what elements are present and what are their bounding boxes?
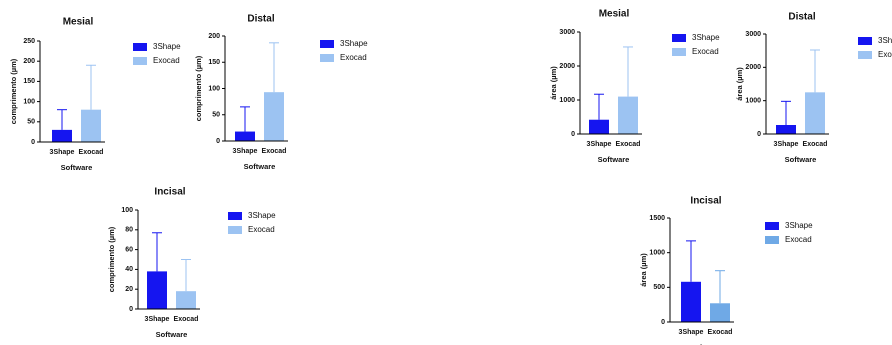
chart-title: Mesial bbox=[599, 9, 630, 20]
x-tick-label: 3Shape bbox=[679, 329, 704, 336]
legend-label: Exocad bbox=[878, 50, 892, 59]
x-tick-label: 3Shape bbox=[587, 141, 612, 148]
y-tick-label: 80 bbox=[125, 227, 133, 234]
bar bbox=[589, 119, 609, 134]
bar bbox=[147, 271, 167, 309]
y-tick-label: 250 bbox=[23, 38, 35, 45]
chart-title: Mesial bbox=[63, 17, 94, 28]
y-tick-label: 200 bbox=[208, 33, 220, 40]
legend-label: 3Shape bbox=[878, 36, 892, 45]
legend-swatch bbox=[228, 226, 242, 234]
x-tick-label: 3Shape bbox=[145, 316, 170, 323]
y-axis-label: comprimento (µm) bbox=[9, 58, 18, 124]
x-tick-label: 3Shape bbox=[50, 149, 75, 156]
y-axis-label: comprimento (µm) bbox=[107, 226, 116, 292]
legend-swatch bbox=[320, 54, 334, 62]
legend-swatch bbox=[672, 34, 686, 42]
bar bbox=[235, 131, 255, 141]
legend-swatch bbox=[858, 37, 872, 45]
legend-swatch bbox=[133, 43, 147, 51]
legend-swatch bbox=[320, 40, 334, 48]
legend-label: Exocad bbox=[248, 225, 275, 234]
bar bbox=[776, 125, 796, 134]
x-axis-label: Software bbox=[785, 155, 817, 164]
chart-title: Incisal bbox=[690, 196, 721, 207]
legend-label: 3Shape bbox=[153, 42, 181, 51]
y-tick-label: 1000 bbox=[649, 250, 665, 257]
x-axis-label: Software bbox=[244, 162, 276, 171]
y-tick-label: 40 bbox=[125, 266, 133, 273]
y-tick-label: 500 bbox=[653, 284, 665, 291]
legend-label: 3Shape bbox=[785, 221, 813, 230]
y-tick-label: 3000 bbox=[745, 31, 761, 38]
x-axis-label: Software bbox=[598, 155, 630, 164]
legend-label: Exocad bbox=[340, 53, 367, 62]
y-tick-label: 1000 bbox=[559, 97, 575, 104]
legend-label: 3Shape bbox=[248, 211, 276, 220]
legend-swatch bbox=[228, 212, 242, 220]
bar bbox=[710, 303, 730, 322]
y-axis-label: área (µm) bbox=[735, 67, 744, 101]
y-tick-label: 60 bbox=[125, 246, 133, 253]
legend-swatch bbox=[672, 48, 686, 56]
chart-title: Distal bbox=[247, 14, 274, 25]
legend-label: Exocad bbox=[692, 47, 719, 56]
x-tick-label: Exocad bbox=[174, 316, 199, 323]
y-tick-label: 20 bbox=[125, 286, 133, 293]
y-tick-label: 0 bbox=[571, 131, 575, 138]
bar bbox=[176, 291, 196, 309]
y-tick-label: 50 bbox=[212, 112, 220, 119]
x-tick-label: 3Shape bbox=[233, 148, 258, 155]
y-axis-label: área (µm) bbox=[549, 66, 558, 100]
bar bbox=[681, 281, 701, 322]
y-tick-label: 0 bbox=[129, 306, 133, 313]
legend-swatch bbox=[765, 236, 779, 244]
legend-label: 3Shape bbox=[692, 33, 720, 42]
bar bbox=[81, 109, 101, 142]
legend-swatch bbox=[133, 57, 147, 65]
chart-title: Distal bbox=[788, 12, 815, 23]
y-tick-label: 150 bbox=[23, 78, 35, 85]
y-tick-label: 3000 bbox=[559, 29, 575, 36]
x-tick-label: Exocad bbox=[262, 148, 287, 155]
bar bbox=[264, 92, 284, 141]
legend-label: Exocad bbox=[153, 56, 180, 65]
legend-label: 3Shape bbox=[340, 39, 368, 48]
y-axis-label: área (µm) bbox=[639, 253, 648, 287]
x-tick-label: 3Shape bbox=[774, 141, 799, 148]
y-tick-label: 100 bbox=[121, 207, 133, 214]
x-tick-label: Exocad bbox=[708, 329, 733, 336]
bar bbox=[52, 129, 72, 142]
y-tick-label: 0 bbox=[31, 139, 35, 146]
y-tick-label: 0 bbox=[757, 131, 761, 138]
legend-swatch bbox=[765, 222, 779, 230]
y-tick-label: 50 bbox=[27, 119, 35, 126]
y-tick-label: 100 bbox=[23, 98, 35, 105]
y-tick-label: 1500 bbox=[649, 215, 665, 222]
y-tick-label: 100 bbox=[208, 85, 220, 92]
x-axis-label: Software bbox=[61, 163, 93, 172]
legend-swatch bbox=[858, 51, 872, 59]
y-tick-label: 2000 bbox=[559, 63, 575, 70]
y-tick-label: 200 bbox=[23, 58, 35, 65]
bar bbox=[805, 92, 825, 134]
y-tick-label: 0 bbox=[216, 138, 220, 145]
chart-title: Incisal bbox=[154, 187, 185, 198]
y-tick-label: 1000 bbox=[745, 98, 761, 105]
y-tick-label: 2000 bbox=[745, 64, 761, 71]
legend-label: Exocad bbox=[785, 235, 812, 244]
x-tick-label: Exocad bbox=[803, 141, 828, 148]
y-axis-label: comprimento (µm) bbox=[194, 55, 203, 121]
bar bbox=[618, 96, 638, 134]
x-axis-label: Software bbox=[156, 330, 188, 339]
x-tick-label: Exocad bbox=[616, 141, 641, 148]
y-tick-label: 0 bbox=[661, 319, 665, 326]
y-tick-label: 150 bbox=[208, 59, 220, 66]
x-axis-label: Software bbox=[690, 343, 722, 345]
x-tick-label: Exocad bbox=[79, 149, 104, 156]
